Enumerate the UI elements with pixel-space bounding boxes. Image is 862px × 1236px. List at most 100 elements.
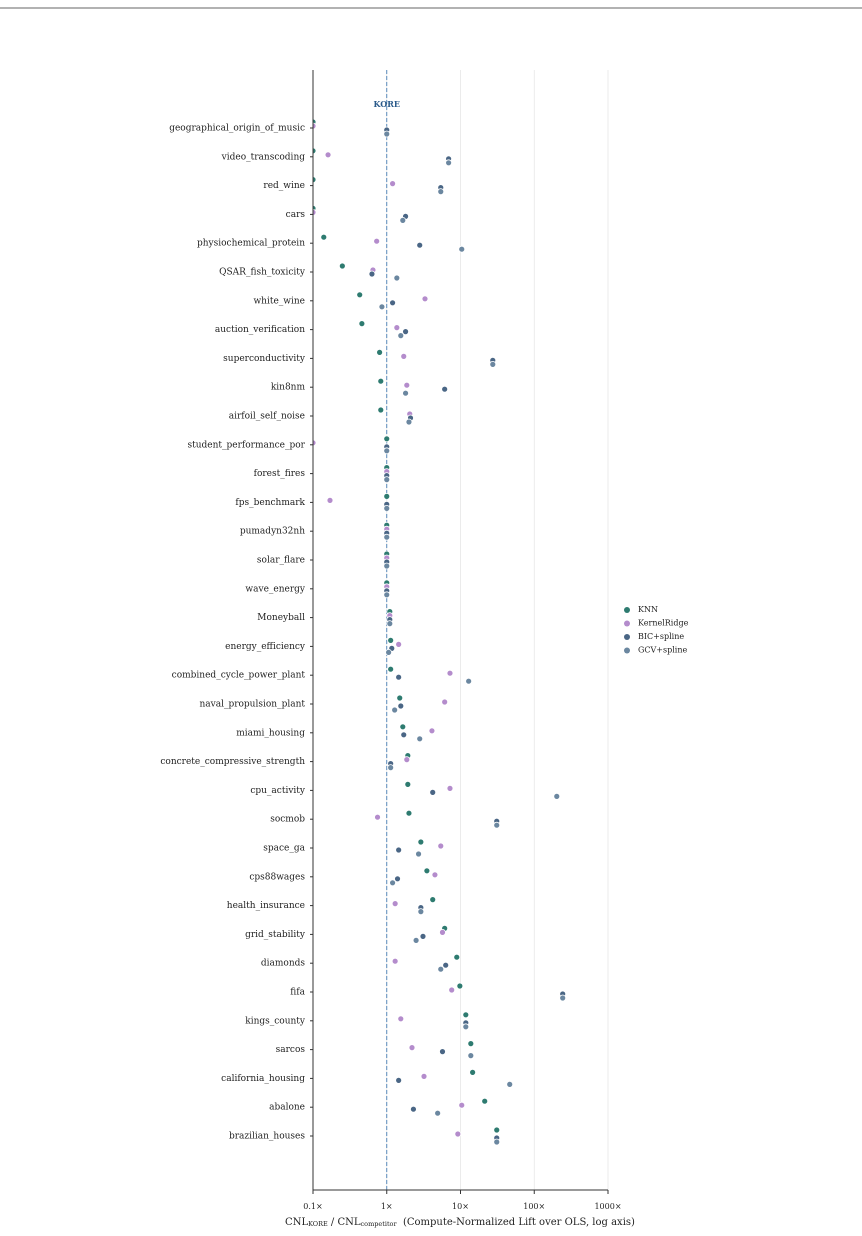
dot — [400, 352, 408, 360]
dot — [377, 377, 385, 385]
dot — [389, 180, 396, 188]
dot — [446, 785, 454, 792]
dot — [383, 533, 391, 541]
dot — [454, 1130, 462, 1138]
y-tick-label: diamonds — [261, 959, 306, 969]
dot — [493, 821, 501, 829]
dot — [389, 879, 396, 887]
dot — [383, 476, 391, 484]
dot — [559, 994, 567, 1002]
y-tick-label: concrete_compressive_strength — [160, 757, 305, 767]
y-tick-label: miami_housing — [236, 728, 305, 738]
dot — [402, 328, 409, 336]
x-axis-label-part: CNL — [285, 1217, 308, 1228]
dot — [402, 389, 409, 397]
y-tick-label: kings_county — [245, 1016, 306, 1026]
dot — [429, 789, 437, 796]
dot — [397, 332, 405, 340]
dot — [434, 1109, 442, 1117]
dot — [383, 435, 391, 443]
dot — [403, 756, 411, 763]
grid — [312, 70, 609, 1190]
dot — [415, 850, 422, 858]
y-tick-label: red_wine — [263, 181, 305, 191]
dot — [412, 937, 420, 944]
y-tick-label: pumadyn32nh — [240, 527, 305, 537]
dot — [313, 209, 317, 216]
dot — [431, 871, 439, 879]
y-tick-label: socmob — [270, 815, 305, 825]
x-axis-label-part: / CNL — [328, 1217, 361, 1228]
dot — [374, 813, 381, 821]
dot — [420, 1073, 428, 1080]
dot — [395, 846, 403, 854]
dot — [493, 1138, 501, 1146]
dot — [385, 649, 393, 656]
dot — [456, 982, 464, 990]
y-tick-label: health_insurance — [227, 901, 305, 911]
dot — [313, 147, 317, 155]
dot — [400, 731, 408, 739]
y-tick-label: cars — [286, 210, 306, 220]
dot — [395, 641, 403, 648]
y-tick-label: kin8nm — [271, 383, 306, 393]
dot — [313, 122, 317, 130]
legend-label: BIC+spline — [638, 632, 684, 641]
annotation: KORE — [374, 99, 400, 109]
dot — [428, 727, 436, 735]
dot — [553, 793, 561, 800]
dot — [399, 216, 407, 224]
y-tick-label: cpu_activity — [250, 786, 306, 796]
dot — [383, 562, 391, 570]
y-tick-label: abalone — [269, 1103, 305, 1113]
dot — [358, 320, 366, 328]
dot — [417, 838, 425, 846]
dot — [397, 702, 405, 710]
y-tick-label: space_ga — [263, 844, 305, 854]
legend-marker — [624, 634, 630, 640]
y-tick-label: student_performance_por — [187, 440, 305, 450]
y-tick-label: fps_benchmark — [235, 498, 305, 508]
dot — [397, 1015, 405, 1023]
dot — [465, 677, 473, 685]
dot — [386, 620, 394, 627]
dot — [387, 764, 395, 771]
dot — [441, 698, 449, 706]
dot — [377, 406, 385, 414]
legend-marker — [624, 620, 630, 627]
dot — [437, 188, 445, 196]
dot — [387, 665, 395, 673]
legend-marker — [624, 607, 630, 613]
dot — [458, 245, 466, 253]
dot — [462, 1023, 470, 1031]
y-tick-label: airfoil_self_noise — [229, 412, 305, 422]
dot — [405, 418, 413, 426]
plot-area — [313, 118, 567, 1146]
y-tick-label: Moneyball — [257, 613, 305, 623]
dot — [391, 957, 399, 965]
dot — [394, 875, 401, 883]
dot — [405, 809, 413, 817]
dot — [378, 303, 386, 311]
y-tick-label: white_wine — [253, 296, 305, 306]
dot — [423, 867, 431, 875]
dot — [396, 694, 404, 702]
y-tick-label: geographical_origin_of_music — [169, 124, 305, 134]
dot — [437, 842, 445, 850]
y-tick-label: physiochemical_protein — [197, 239, 305, 249]
dot — [391, 706, 399, 714]
x-tick-label: 1× — [381, 1202, 393, 1211]
y-tick-label: brazilian_houses — [229, 1132, 305, 1142]
dot — [376, 348, 384, 356]
dot — [416, 735, 424, 743]
x-tick-label: 100× — [523, 1202, 545, 1211]
legend-label: GCV+spline — [638, 646, 687, 655]
x-axis-label: CNLKORE / CNLcompetitor (Compute-Normali… — [285, 1217, 635, 1229]
dot — [467, 1052, 475, 1059]
dot — [419, 933, 427, 940]
dot — [313, 439, 317, 447]
dot — [458, 1101, 466, 1109]
y-tick-label: sarcos — [276, 1045, 306, 1055]
